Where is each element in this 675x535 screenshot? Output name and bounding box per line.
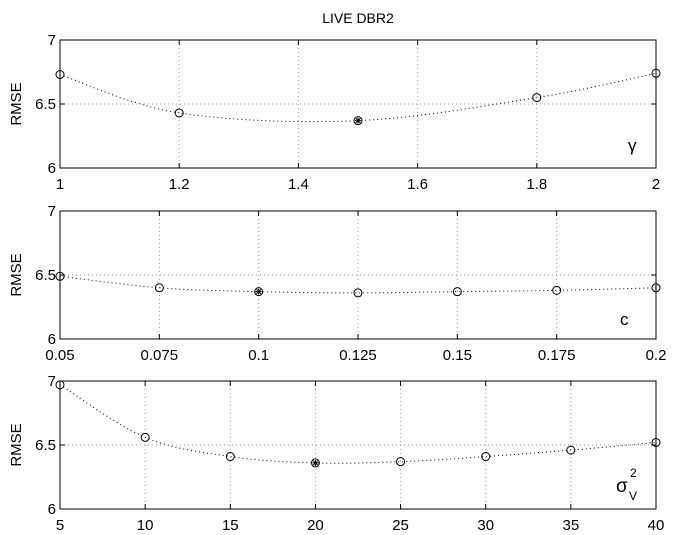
data-point xyxy=(55,70,65,80)
x-tick-label: 0.2 xyxy=(646,347,667,364)
data-point xyxy=(353,116,363,126)
data-point xyxy=(140,432,150,442)
panel-gamma-ylabel: RMSE xyxy=(8,82,25,125)
y-tick-label: 6.5 xyxy=(35,96,56,113)
panel-c-param-label: c xyxy=(620,310,629,329)
x-tick-label: 1.8 xyxy=(526,176,547,193)
x-tick-label: 5 xyxy=(56,517,64,534)
panel-gamma-ticks: 1 1.2 1.4 1.6 1.8 2 6 6.5 7 xyxy=(35,32,660,193)
figure-title: LIVE DBR2 xyxy=(322,10,394,26)
panel-c: 0.05 0.075 0.1 0.125 0.15 0.175 0.266.57 RMSE … xyxy=(8,203,666,364)
panel-sigma: 5 10 15 20 25 30 35 40 6 6.5 7 RMSE σ 2 V xyxy=(8,373,664,534)
y-tick-label: 6.5 xyxy=(35,267,56,284)
panel-c-grid xyxy=(60,211,656,339)
x-tick-label: 30 xyxy=(477,517,494,534)
data-point xyxy=(254,287,264,297)
data-point xyxy=(154,283,164,293)
x-tick-label: 10 xyxy=(137,517,154,534)
panel-c-ticks: 0.05 0.075 0.1 0.125 0.15 0.175 0.2 6 6.5 7 xyxy=(35,203,666,364)
panel-sigma-param-symbol: σ xyxy=(616,476,628,497)
data-point xyxy=(481,452,491,462)
best-point-star xyxy=(312,459,319,466)
panel-c-ylabel: RMSE xyxy=(8,253,25,296)
data-point xyxy=(651,283,661,293)
panel-gamma-param-label: γ xyxy=(628,136,637,155)
x-tick-label: 1 xyxy=(56,176,64,193)
data-point xyxy=(452,287,462,297)
data-point xyxy=(396,457,406,467)
panel-gamma: 1 1.2 1.4 1.6 1.8 2 6 6.5 7 RMSE γ xyxy=(8,32,661,193)
panel-sigma-param-superscript: 2 xyxy=(630,466,637,480)
x-tick-label: 1.4 xyxy=(288,176,309,193)
y-tick-label: 6 xyxy=(48,501,56,518)
best-point-star xyxy=(255,288,262,295)
y-tick-label: 6 xyxy=(48,331,56,348)
data-point xyxy=(225,452,235,462)
x-tick-label: 40 xyxy=(648,517,665,534)
panel-sigma-frame xyxy=(59,380,657,510)
panel-sigma-grid xyxy=(60,381,656,509)
best-point-star xyxy=(355,117,361,124)
x-tick-label: 0.175 xyxy=(538,347,576,364)
x-tick-label: 35 xyxy=(563,517,580,534)
panel-sigma-series xyxy=(55,380,661,468)
x-tick-label: 1.2 xyxy=(169,176,190,193)
y-tick-label: 6 xyxy=(48,160,56,177)
panel-c-series xyxy=(55,271,661,298)
data-point xyxy=(566,445,576,455)
data-point xyxy=(552,285,562,295)
y-tick-label: 7 xyxy=(48,203,56,220)
panel-sigma-ylabel: RMSE xyxy=(8,423,25,466)
data-point xyxy=(174,108,184,118)
x-tick-label: 25 xyxy=(392,517,409,534)
y-tick-label: 6.5 xyxy=(35,437,56,454)
y-tick-label: 7 xyxy=(48,32,56,49)
x-tick-label: 20 xyxy=(307,517,324,534)
x-tick-label: 0.075 xyxy=(141,347,179,364)
x-tick-label: 0.05 xyxy=(45,347,74,364)
series-line xyxy=(59,275,657,294)
panel-gamma-grid xyxy=(60,40,656,168)
data-point xyxy=(651,437,661,447)
panel-gamma-frame xyxy=(59,39,657,169)
data-point xyxy=(55,271,65,281)
data-point xyxy=(310,458,320,468)
x-tick-label: 2 xyxy=(652,176,660,193)
data-point xyxy=(532,93,542,103)
x-tick-label: 15 xyxy=(222,517,239,534)
data-point xyxy=(353,288,363,298)
x-tick-label: 0.1 xyxy=(248,347,269,364)
series-line xyxy=(59,72,657,123)
data-point xyxy=(651,68,661,78)
x-tick-label: 0.125 xyxy=(339,347,377,364)
y-tick-label: 7 xyxy=(48,373,56,390)
panel-sigma-ticks: 5 10 15 20 25 30 35 40 6 6.5 7 xyxy=(35,373,664,534)
x-tick-label: 0.15 xyxy=(443,347,472,364)
panel-sigma-param-subscript: V xyxy=(629,489,637,503)
x-tick-label: 1.6 xyxy=(407,176,428,193)
data-point xyxy=(55,380,65,390)
panel-gamma-series xyxy=(55,68,661,126)
